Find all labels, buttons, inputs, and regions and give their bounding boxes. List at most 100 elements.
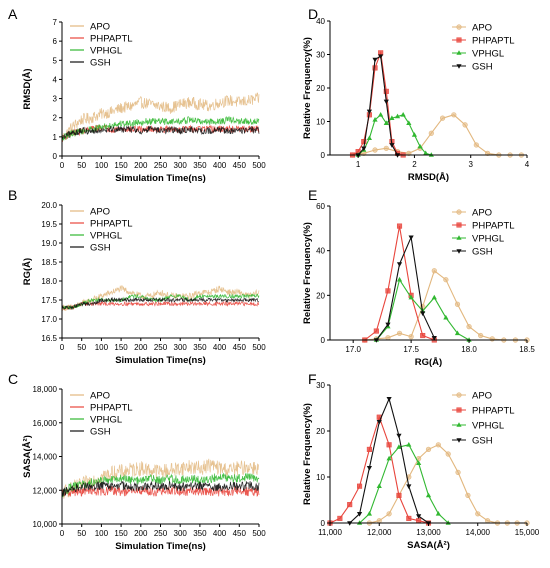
y-tick-label: 16,000 [33, 419, 58, 428]
x-tick-label: 1 [356, 160, 361, 169]
data-point [435, 442, 441, 448]
panel-letter-d: D [308, 6, 318, 22]
series-line-gsh [61, 481, 260, 497]
x-tick-label: 50 [77, 161, 86, 170]
data-point [372, 117, 378, 122]
y-tick-label: 7 [53, 18, 58, 27]
series-line-phpaptl [352, 50, 404, 156]
series-line-gsh [61, 125, 260, 140]
data-point [411, 132, 418, 137]
data-point [366, 511, 372, 516]
data-point [372, 57, 378, 63]
x-tick-label: 100 [95, 161, 109, 170]
panel-letter-a: A [8, 6, 18, 22]
data-point [445, 451, 451, 457]
data-point [428, 130, 434, 136]
x-tick-label: 0 [60, 161, 65, 170]
x-tick-label: 300 [174, 343, 188, 352]
y-tick-label: 0 [53, 152, 58, 161]
panel-letter-b: B [8, 187, 17, 203]
y-tick-label: 20 [316, 84, 325, 93]
y-tick-label: 2 [53, 114, 58, 123]
data-point [386, 397, 392, 402]
x-tick-label: 100 [95, 529, 109, 538]
data-point [439, 115, 446, 121]
series-vphgl [356, 442, 451, 525]
data-point [416, 518, 422, 524]
series-gsh [61, 481, 260, 497]
legend-marker-phpaptl [456, 222, 462, 228]
data-point [386, 442, 392, 448]
x-axis-label: RG(Å) [415, 357, 442, 368]
x-tick-label: 450 [233, 161, 247, 170]
data-point [376, 420, 382, 425]
data-point [372, 147, 378, 153]
data-point [396, 433, 402, 439]
series-line-vphgl [61, 115, 260, 141]
chart-panel-f: F 0 10 20 30 11,000 12,000 13,000 14,000 15,000 SA… [302, 371, 540, 551]
data-point [455, 469, 461, 476]
data-point [465, 492, 471, 499]
data-point [420, 332, 426, 339]
data-point [361, 146, 367, 152]
data-point [475, 511, 481, 517]
series-line-phpaptl [61, 485, 260, 497]
x-tick-label: 350 [193, 529, 207, 538]
x-tick-label: 400 [213, 161, 227, 170]
y-tick-label: 18,000 [33, 385, 58, 394]
data-point [406, 484, 412, 489]
data-point [376, 483, 382, 488]
y-tick-label: 30 [316, 51, 325, 60]
legend-marker-gsh [456, 438, 462, 443]
data-point [400, 112, 406, 117]
data-point [417, 143, 423, 149]
y-tick-label: 14,000 [33, 453, 58, 462]
data-point [485, 150, 491, 156]
series-apo [61, 285, 260, 312]
data-point [431, 294, 437, 300]
legend-label-gsh: GSH [90, 58, 111, 69]
series-line-apo [61, 285, 260, 312]
y-tick-label: 4 [53, 75, 58, 84]
y-axis-label: Relative Frequency(%) [302, 37, 313, 139]
data-point [406, 120, 412, 125]
data-point [416, 460, 422, 465]
x-tick-label: 18.0 [461, 345, 477, 354]
data-point [396, 276, 403, 282]
series-line-vphgl [61, 293, 260, 310]
series-phpaptl [61, 485, 260, 497]
data-point [361, 139, 367, 145]
x-tick-label: 300 [174, 529, 188, 538]
y-tick-label: 1 [53, 133, 58, 142]
x-tick-label: 0 [60, 529, 65, 538]
chart-panel-b: B 16.5 17.0 17.5 18.0 18.5 19.0 19.5 20.0 0 50 100 1… [8, 187, 266, 366]
data-point [383, 145, 389, 151]
y-axis-label: RG(Å) [22, 258, 33, 285]
y-tick-label: 5 [53, 56, 58, 65]
legend-marker-vphgl [456, 422, 462, 427]
y-tick-label: 19.5 [41, 220, 57, 229]
series-line-vphgl [359, 444, 449, 524]
data-point [431, 268, 437, 274]
data-point [385, 288, 391, 294]
data-point [396, 444, 402, 449]
legend-label-phpaptl: PHPAPTL [472, 406, 515, 417]
legend-marker-vphgl [456, 235, 462, 240]
data-point [378, 112, 384, 117]
data-point [366, 466, 372, 471]
data-point [425, 492, 432, 498]
x-tick-label: 400 [213, 343, 227, 352]
series-line-vphgl [357, 113, 432, 156]
legend-label-vphgl: VPHGL [472, 234, 504, 245]
data-point [423, 150, 429, 156]
series-line-apo [61, 92, 260, 142]
data-point [416, 514, 422, 519]
data-point [337, 515, 343, 521]
legend-marker-apo [456, 209, 462, 215]
data-point [406, 150, 412, 156]
data-point [394, 113, 401, 119]
y-tick-label: 10 [316, 473, 325, 482]
x-tick-label: 50 [77, 343, 86, 352]
